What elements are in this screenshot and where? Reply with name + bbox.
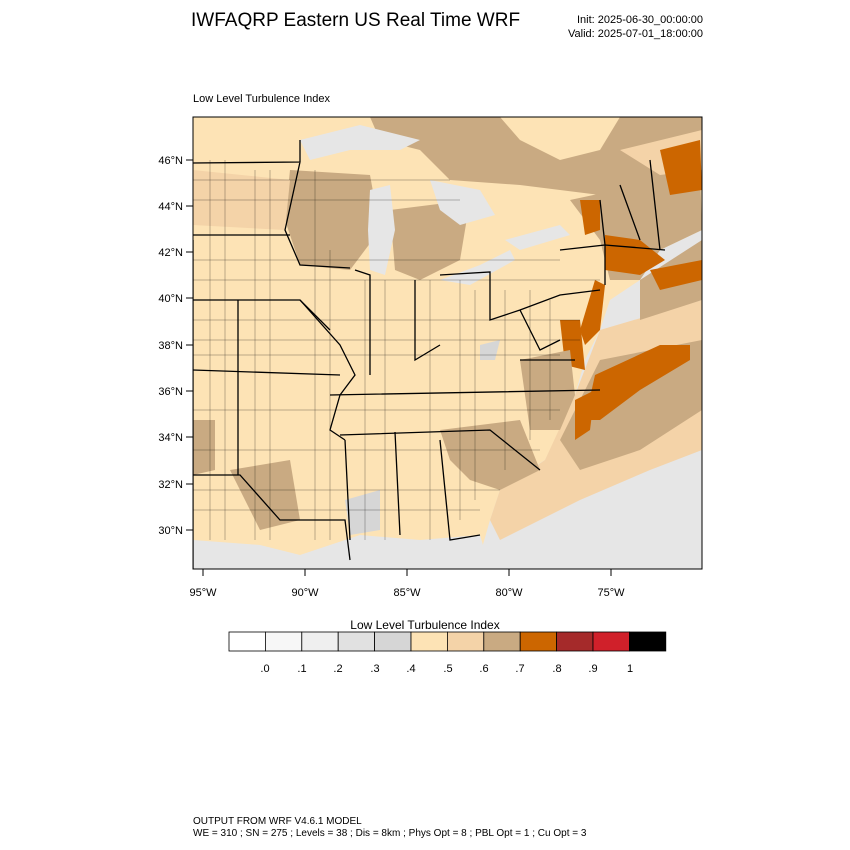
colorbar-swatch <box>592 631 630 652</box>
lon-label: 75°W <box>597 587 625 599</box>
lon-label: 95°W <box>189 587 217 599</box>
lat-label: 36°N <box>158 386 183 398</box>
colorbar-swatch <box>264 631 303 652</box>
lat-axis: 46°N 44°N 42°N 40°N 38°N 36°N 34°N 32°N … <box>158 155 193 537</box>
colorbar-label: .9 <box>588 663 598 675</box>
footer-config: WE = 310 ; SN = 275 ; Levels = 38 ; Dis … <box>193 828 587 839</box>
colorbar-swatch <box>410 631 448 652</box>
colorbar-swatch <box>228 631 266 652</box>
colorbar-label: .0 <box>260 663 270 675</box>
footer-model: OUTPUT FROM WRF V4.6.1 MODEL <box>193 816 362 827</box>
colorbar-label: .7 <box>515 663 525 675</box>
colorbar-label: .2 <box>333 663 343 675</box>
colorbar-label: .1 <box>297 663 307 675</box>
colorbar-swatch <box>301 631 339 652</box>
main-title: IWFAQRP Eastern US Real Time WRF <box>191 10 521 31</box>
map-frame <box>192 116 703 570</box>
lat-label: 44°N <box>158 201 183 213</box>
colorbar-title: Low Level Turbulence Index <box>350 618 500 632</box>
valid-time: Valid: 2025-07-01_18:00:00 <box>568 28 703 40</box>
lat-label: 32°N <box>158 479 183 491</box>
colorbar-label: .5 <box>443 663 453 675</box>
lat-label: 30°N <box>158 525 183 537</box>
colorbar-label: .3 <box>370 663 380 675</box>
lat-label: 38°N <box>158 340 183 352</box>
colorbar-label: .8 <box>552 663 562 675</box>
colorbar-label: .4 <box>406 663 416 675</box>
map-field <box>193 117 702 569</box>
lat-label: 34°N <box>158 432 183 444</box>
init-time: Init: 2025-06-30_00:00:00 <box>577 14 703 26</box>
lat-label: 42°N <box>158 247 183 259</box>
colorbar-swatch <box>556 631 594 652</box>
colorbar-swatch <box>446 631 485 652</box>
lon-axis: 95°W 90°W 85°W 80°W 75°W <box>189 569 625 599</box>
plot-subtitle: Low Level Turbulence Index <box>193 93 330 105</box>
colorbar-swatch <box>483 631 521 652</box>
lon-label: 90°W <box>291 587 319 599</box>
lat-label: 46°N <box>158 155 183 167</box>
colorbar-label: .6 <box>479 663 489 675</box>
lon-label: 85°W <box>393 587 421 599</box>
colorbar-swatch <box>519 631 558 652</box>
colorbar-swatch <box>629 631 667 652</box>
colorbar <box>228 631 667 652</box>
colorbar-swatch <box>374 631 412 652</box>
colorbar-label: 1 <box>626 663 634 675</box>
lon-label: 80°W <box>495 587 523 599</box>
lat-label: 40°N <box>158 293 183 305</box>
colorbar-swatch <box>337 631 376 652</box>
county-borders <box>193 160 600 540</box>
